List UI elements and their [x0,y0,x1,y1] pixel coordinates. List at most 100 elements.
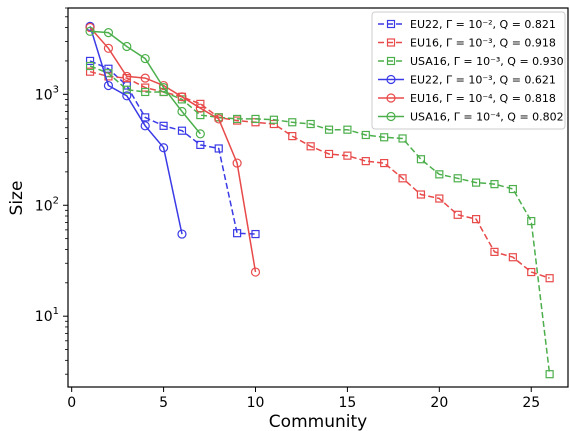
x-axis-label: Community [269,412,367,431]
y-tick-label: 102 [35,195,59,214]
data-point [233,229,242,238]
data-point [508,184,517,194]
data-point [85,22,95,33]
legend-item: USA16, Γ = 10⁻³, Q = 0.930 [378,55,564,68]
data-point [177,229,187,239]
data-point [122,91,132,101]
data-point [85,26,95,36]
data-point [122,41,132,52]
data-point [269,115,278,124]
data-point [232,158,242,168]
data-point [306,142,315,151]
plot-frame [67,7,569,388]
data-point [490,180,499,189]
data-point [103,43,114,53]
data-point [398,134,407,143]
y-tick-label: 101 [35,306,59,325]
data-point [527,216,536,226]
legend-marker [386,56,396,66]
data-point [435,194,444,203]
x-tick-label: 15 [338,395,356,411]
data-point [177,106,187,117]
series-layer [85,21,554,379]
data-point [343,151,352,160]
data-point [435,170,444,179]
legend-label: USA16, Γ = 10⁻⁴, Q = 0.802 [410,111,564,124]
data-point [545,370,554,379]
x-tick-label: 5 [159,395,168,411]
data-point [103,28,114,38]
data-point [324,125,334,134]
legend-label: EU22, Γ = 10⁻³, Q = 0.621 [410,74,556,87]
data-point [324,149,334,159]
legend-label: EU16, Γ = 10⁻³, Q = 0.918 [410,37,556,50]
data-point [196,140,205,150]
data-point [453,210,462,219]
data-point [141,87,150,97]
data-point [527,267,536,277]
series-line [89,26,183,235]
data-point [85,61,95,71]
legend-marker [386,74,396,85]
x-axis: 0 5 10 15 20 25 [67,387,540,411]
data-point [177,92,187,102]
data-point [250,267,261,277]
data-point [141,83,150,92]
data-point [269,119,278,129]
series-line [89,70,550,279]
data-point [361,157,370,166]
data-point [416,190,426,199]
data-point [288,132,297,141]
y-axis: 101 102 103 [35,7,68,375]
data-point [103,80,114,91]
x-tick-label: 20 [430,395,448,411]
x-tick-label: 10 [247,395,265,411]
data-point [195,103,205,113]
legend-marker [386,111,396,122]
y-axis-label: Size [7,181,27,216]
data-point [158,143,169,153]
y-tick-label: 103 [35,84,59,103]
data-point [343,125,352,134]
data-point [288,118,297,127]
data-point [398,174,407,183]
data-point [490,247,499,256]
data-point [380,158,389,168]
legend-label: USA16, Γ = 10⁻³, Q = 0.930 [410,55,564,68]
data-point [251,114,260,124]
data-point [122,71,132,82]
legend-item: EU22, Γ = 10⁻², Q = 0.821 [378,18,556,31]
legend-item: EU22, Γ = 10⁻³, Q = 0.621 [378,74,556,87]
legend-marker [386,19,396,29]
legend-marker [386,93,396,103]
legend-box [371,11,566,130]
data-point [140,53,150,64]
data-point [158,82,169,93]
data-point [361,130,370,140]
data-point [214,114,224,124]
data-point [140,73,150,83]
data-point [196,110,205,120]
data-point [471,178,481,187]
data-point [380,133,389,142]
data-point [122,85,131,94]
legend: EU22, Γ = 10⁻², Q = 0.821 EU16, Γ = 10⁻³,… [371,11,566,130]
data-point [233,114,242,124]
data-point [104,64,113,73]
legend-item: USA16, Γ = 10⁻⁴, Q = 0.802 [378,111,564,124]
data-point [141,113,150,122]
data-point [306,119,315,129]
legend-label: EU16, Γ = 10⁻⁴, Q = 0.818 [410,92,556,105]
data-point [159,121,168,130]
data-point [416,155,426,164]
data-point [251,229,260,239]
x-tick-label: 0 [67,395,76,411]
data-point [508,253,517,262]
legend-item: EU16, Γ = 10⁻³, Q = 0.918 [378,37,556,50]
legend-marker [386,38,396,47]
data-point [453,174,462,183]
data-point [177,126,187,135]
data-point [85,56,95,66]
data-point [545,274,554,283]
